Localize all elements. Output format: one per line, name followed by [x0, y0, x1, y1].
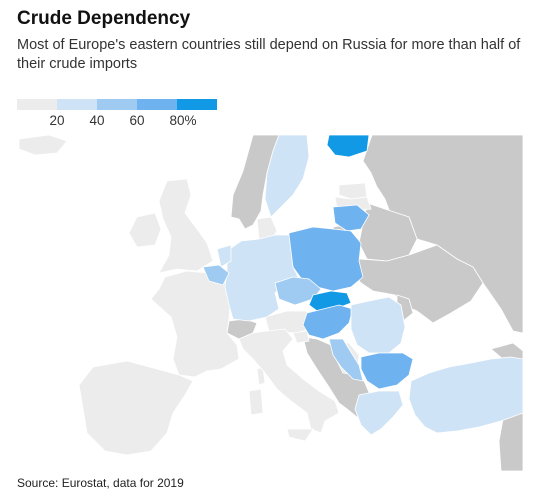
region-georgia	[490, 342, 523, 360]
region-iberia	[78, 360, 194, 456]
region-hungary	[302, 304, 354, 340]
region-lithuania	[332, 204, 370, 232]
region-ireland	[128, 212, 162, 248]
region-great-britain	[158, 178, 214, 274]
region-germany	[224, 234, 300, 322]
legend-swatch-2	[97, 99, 137, 110]
legend-swatch-1	[57, 99, 97, 110]
region-greece	[354, 390, 404, 436]
region-netherlands	[216, 244, 232, 268]
region-belgium	[202, 264, 230, 286]
chart-title: Crude Dependency	[17, 8, 191, 29]
legend-swatch-4	[177, 99, 217, 110]
non-eu-land	[226, 134, 523, 471]
europe-map	[18, 134, 523, 471]
region-slovenia	[292, 330, 310, 344]
source-note: Source: Eurostat, data for 2019	[17, 476, 184, 490]
legend-swatch-3	[137, 99, 177, 110]
region-ukraine	[352, 244, 484, 324]
legend-swatch-0	[17, 99, 57, 110]
chart-subtitle: Most of Europe's eastern countries still…	[17, 37, 521, 72]
legend-tick-20: 20	[49, 113, 65, 128]
color-legend: 20 40 60 80%	[17, 99, 217, 129]
region-turkey	[408, 356, 523, 434]
region-middle-east	[498, 412, 523, 471]
region-poland	[288, 226, 364, 292]
region-estonia	[338, 182, 368, 200]
legend-tick-80: 80%	[169, 113, 197, 128]
region-sweden	[264, 134, 310, 218]
region-italy	[238, 328, 340, 434]
legend-tick-60: 60	[129, 113, 145, 128]
region-bulgaria	[360, 352, 414, 390]
region-finland	[326, 134, 370, 158]
region-sardinia	[248, 388, 264, 416]
region-romania	[350, 296, 406, 354]
legend-tick-40: 40	[89, 113, 105, 128]
region-iceland	[18, 134, 68, 156]
region-sicily	[286, 428, 314, 442]
eu-countries-dependent	[202, 134, 523, 436]
region-croatia	[328, 338, 364, 382]
